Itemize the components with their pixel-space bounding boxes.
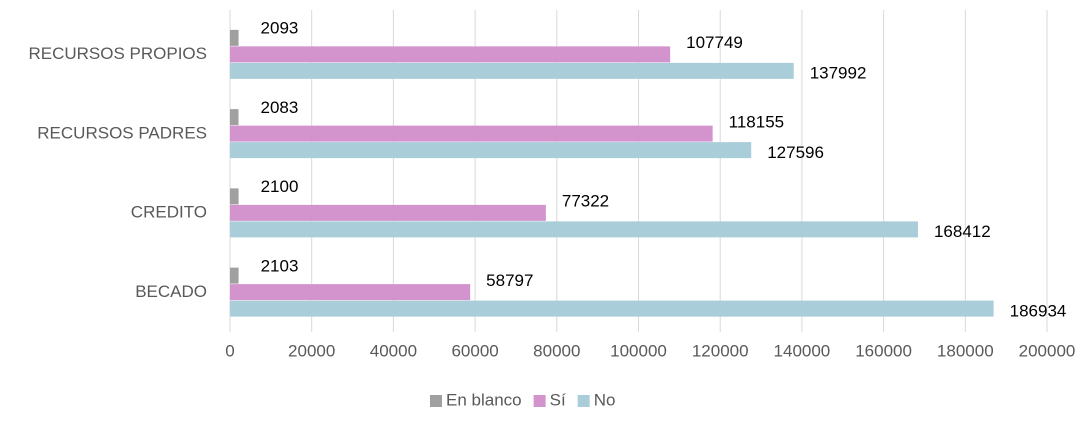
bar — [230, 267, 239, 284]
x-tick-label: 200000 — [1019, 341, 1076, 360]
data-label: 137992 — [810, 64, 867, 83]
data-label: 2100 — [261, 177, 299, 196]
x-tick-label: 120000 — [692, 341, 749, 360]
legend-swatch — [430, 395, 442, 407]
x-tick-label: 0 — [225, 341, 234, 360]
data-label: 2103 — [261, 256, 299, 275]
bar — [230, 125, 713, 142]
x-tick-label: 80000 — [533, 341, 580, 360]
bar — [230, 221, 918, 238]
x-tick-label: 160000 — [855, 341, 912, 360]
y-tick-label: RECURSOS PADRES — [37, 123, 207, 142]
data-label: 127596 — [767, 143, 824, 162]
x-tick-label: 100000 — [610, 341, 667, 360]
bar — [230, 46, 671, 63]
x-tick-label: 180000 — [937, 341, 994, 360]
bar — [230, 109, 239, 126]
legend-label: Sí — [550, 390, 566, 409]
bar — [230, 188, 239, 205]
bar — [230, 29, 239, 46]
x-tick-label: 60000 — [451, 341, 498, 360]
data-label: 2083 — [261, 98, 299, 117]
data-label: 186934 — [1010, 301, 1067, 320]
x-tick-label: 40000 — [370, 341, 417, 360]
legend-swatch — [577, 395, 590, 407]
bar — [230, 284, 471, 301]
bar — [230, 62, 794, 79]
legend-swatch — [533, 395, 546, 407]
data-label: 168412 — [934, 222, 991, 241]
y-tick-label: CREDITO — [131, 203, 207, 222]
data-label: 2093 — [261, 19, 299, 38]
data-label: 58797 — [486, 271, 533, 290]
bar — [230, 300, 994, 317]
y-tick-label: BECADO — [135, 282, 207, 301]
y-tick-label: RECURSOS PROPIOS — [28, 44, 207, 63]
x-tick-label: 140000 — [774, 341, 831, 360]
bar — [230, 142, 752, 159]
x-tick-label: 20000 — [288, 341, 335, 360]
data-label: 77322 — [562, 192, 609, 211]
legend-label: En blanco — [446, 390, 522, 409]
data-label: 118155 — [729, 112, 784, 131]
legend-label: No — [594, 390, 616, 409]
data-label: 107749 — [686, 33, 743, 52]
bar — [230, 204, 546, 221]
